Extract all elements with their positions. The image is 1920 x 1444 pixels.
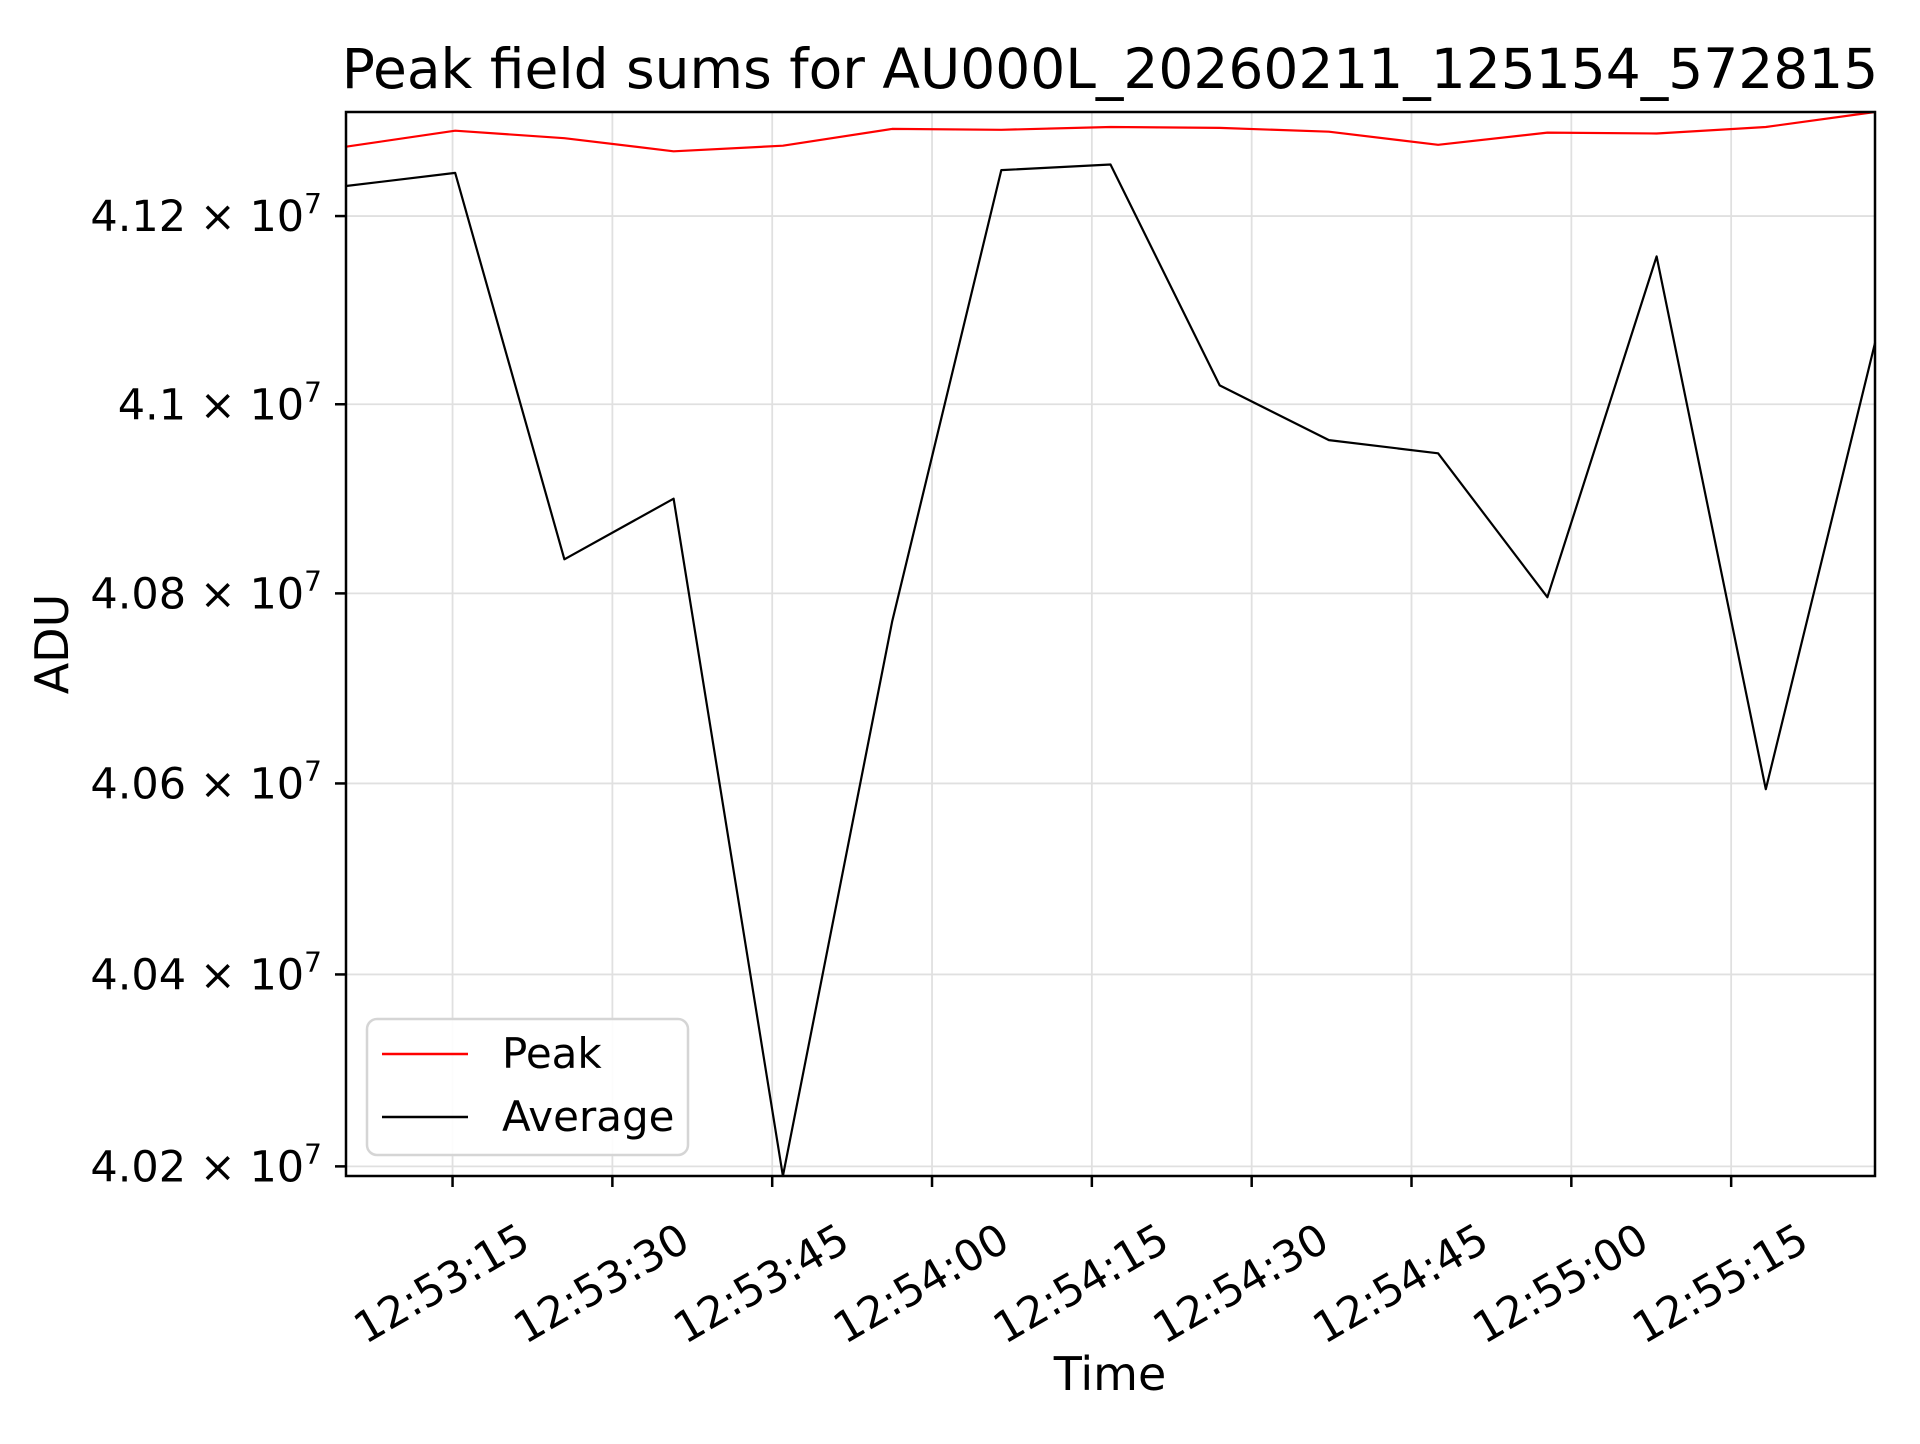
x-tick-label: 12:54:15 [985,1214,1177,1354]
x-tick-label: 12:54:30 [1145,1214,1337,1354]
y-tick-label: 4.12 × 107 [90,187,322,242]
plot-border [344,110,1877,1178]
x-tick-label: 12:54:00 [825,1214,1017,1354]
y-tick-label: 4.08 × 107 [90,564,322,619]
x-tick-label: 12:55:15 [1624,1214,1816,1354]
legend-peak-label: Peak [502,1029,602,1078]
x-tick-label: 12:53:45 [665,1214,857,1354]
average-line [344,163,1877,1178]
y-tick-label: 4.06 × 107 [90,754,322,809]
y-axis-label: ADU [25,594,79,695]
y-tick-label: 4.04 × 107 [90,945,322,1000]
peak-line [344,110,1877,153]
legend: Peak Average [365,1017,690,1157]
x-axis-label: Time [1053,1347,1167,1401]
x-tick-label: 12:53:30 [506,1214,698,1354]
y-axis-ticks: 4.02 × 107 4.04 × 107 4.06 × 107 4.08 × 107… [90,187,346,1192]
x-tick-label: 12:54:45 [1305,1214,1497,1354]
legend-average-label: Average [502,1092,674,1141]
x-tick-label: 12:53:15 [346,1214,538,1354]
series-lines [344,110,1877,1178]
x-tick-label: 12:55:00 [1465,1214,1657,1354]
y-tick-label: 4.1 × 107 [118,375,322,430]
x-axis-ticks: 12:53:1512:53:3012:53:4512:54:0012:54:15… [346,1176,1817,1354]
y-tick-label: 4.02 × 107 [90,1137,322,1192]
chart-title: Peak field sums for AU000L_20260211_1251… [342,37,1878,101]
gridlines [346,112,1875,1176]
